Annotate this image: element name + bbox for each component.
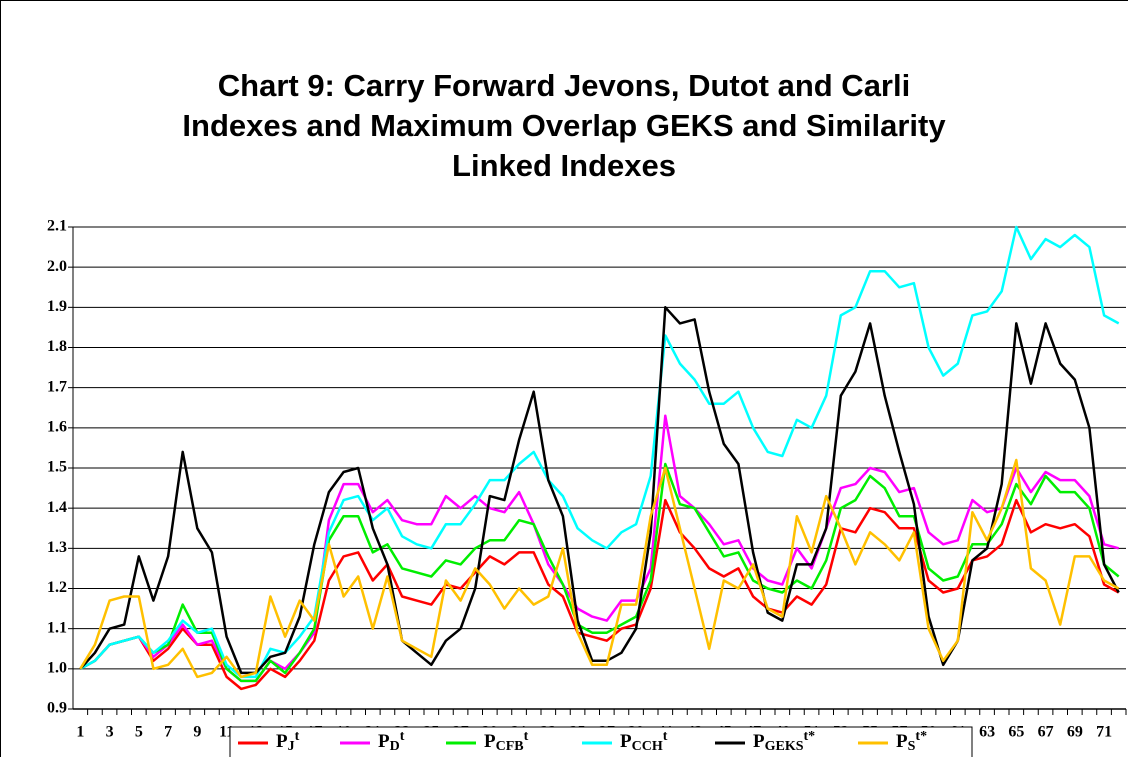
legend-label: PJt xyxy=(276,729,300,754)
y-tick-label: 1.4 xyxy=(47,499,67,516)
y-tick-label: 1.2 xyxy=(47,579,67,596)
x-tick-label: 65 xyxy=(1008,724,1024,741)
x-tick-label: 69 xyxy=(1067,724,1083,741)
x-tick-label: 67 xyxy=(1038,724,1054,741)
y-tick-label: 1.3 xyxy=(47,539,67,556)
chart-title: Indexes and Maximum Overlap GEKS and Sim… xyxy=(182,108,946,143)
y-tick-label: 2.0 xyxy=(47,258,67,275)
series-line xyxy=(79,498,1120,691)
y-tick-label: 1.1 xyxy=(47,619,67,636)
series-line xyxy=(79,458,1120,679)
y-tick-label: 1.5 xyxy=(47,459,67,476)
x-tick-label: 71 xyxy=(1096,724,1112,741)
legend-label: PGEKSt* xyxy=(753,729,815,754)
x-tick-label: 63 xyxy=(979,724,995,741)
y-tick-label: 2.1 xyxy=(47,218,67,235)
legend-label: PCFBt xyxy=(484,729,529,754)
x-tick-label: 9 xyxy=(193,724,201,741)
y-tick-label: 1.7 xyxy=(47,378,67,395)
y-tick-label: 0.9 xyxy=(47,700,67,717)
x-tick-label: 1 xyxy=(76,724,84,741)
x-tick-label: 3 xyxy=(106,724,114,741)
chart-title: Chart 9: Carry Forward Jevons, Dutot and… xyxy=(218,68,910,103)
x-tick-label: 7 xyxy=(164,724,172,741)
y-tick-label: 1.0 xyxy=(47,660,67,677)
x-tick-label: 5 xyxy=(135,724,143,741)
series-line xyxy=(79,462,1120,683)
legend-label: PCCHt xyxy=(620,729,668,754)
chart-title: Linked Indexes xyxy=(452,148,676,183)
legend-label: PSt* xyxy=(896,729,927,754)
legend-label: PDt xyxy=(378,729,405,754)
series-line xyxy=(79,225,1120,679)
y-tick-label: 1.9 xyxy=(47,298,67,315)
y-tick-label: 1.6 xyxy=(47,419,67,436)
y-tick-label: 1.8 xyxy=(47,338,67,355)
